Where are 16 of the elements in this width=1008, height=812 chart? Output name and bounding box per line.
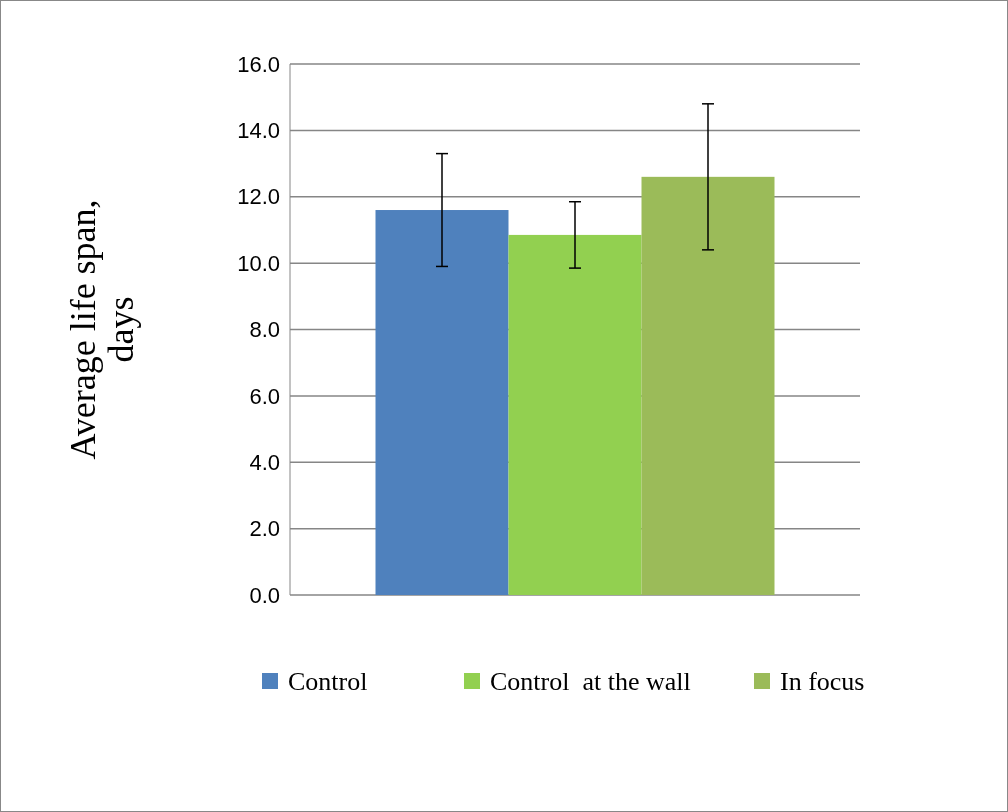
y-tick-label: 14.0 [237, 118, 280, 144]
y-axis-title: Average life span, days [63, 199, 141, 460]
y-tick-label: 8.0 [249, 317, 280, 343]
y-tick-label: 12.0 [237, 184, 280, 210]
legend-label: Control at the wall [490, 667, 691, 697]
y-tick-label: 2.0 [249, 516, 280, 542]
y-tick-label: 10.0 [237, 250, 280, 276]
y-tick-label: 4.0 [249, 449, 280, 475]
legend-label: In focus [780, 667, 865, 697]
y-tick-label: 16.0 [237, 51, 280, 77]
y-tick-label: 6.0 [249, 383, 280, 409]
bar [641, 176, 775, 595]
y-tick-label: 0.0 [249, 582, 280, 608]
bar [375, 210, 509, 595]
bar [508, 234, 642, 595]
legend-label: Control [288, 667, 368, 697]
